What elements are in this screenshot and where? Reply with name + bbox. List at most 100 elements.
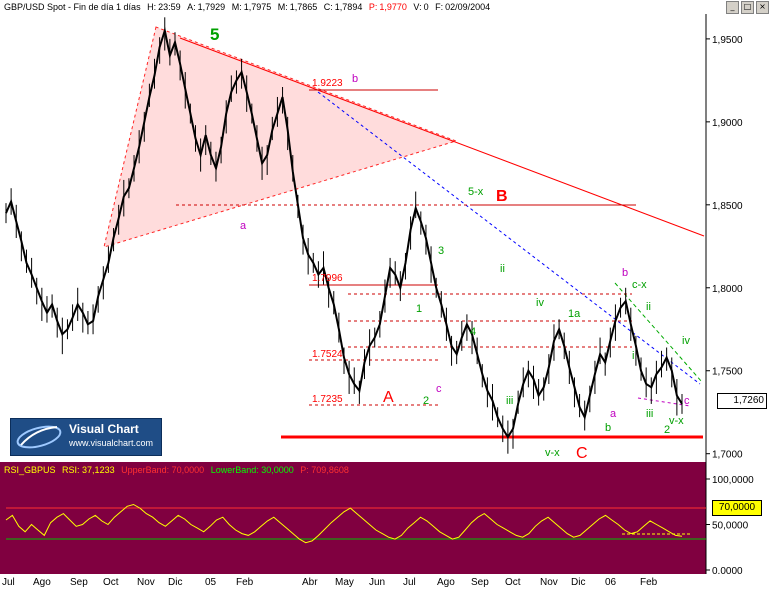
wave-label: v-x <box>545 447 560 459</box>
rsi-tick-label: 50,0000 <box>712 521 749 532</box>
x-tick-label: Jul <box>2 577 15 588</box>
logo-url: www.visualchart.com <box>69 438 154 448</box>
wave-label: a <box>610 408 617 420</box>
price-bars <box>5 17 683 454</box>
rsi-tick-label: 100,0000 <box>712 475 754 486</box>
wave-label: 1.9223 <box>312 78 343 89</box>
x-tick-label: Abr <box>302 577 318 588</box>
wave-label: 2 <box>423 395 429 407</box>
x-tick-label: Dic <box>571 577 586 588</box>
wave-label: a <box>240 220 247 232</box>
x-tick-label: Ago <box>437 577 455 588</box>
x-tick-label: Jun <box>369 577 386 588</box>
wave-label: 1a <box>568 308 581 320</box>
wave-label: b <box>605 422 611 434</box>
rsi-tick-label: 0,0000 <box>712 566 743 574</box>
wave-label: A <box>383 389 394 406</box>
wave-label: c <box>436 383 442 395</box>
logo-swoosh-icon <box>16 425 62 449</box>
header-a-label: A: <box>187 2 196 12</box>
wave-label: iv <box>682 335 690 347</box>
wave-label: 4 <box>470 326 476 338</box>
wave-label: v-x <box>669 415 684 427</box>
close-icon[interactable]: × <box>756 1 769 14</box>
rsi-chart[interactable]: 100,0000 50,0000 0,0000 <box>0 462 771 574</box>
rsi-line <box>5 503 683 544</box>
x-tick-label: Oct <box>103 577 119 588</box>
triangle-pattern <box>103 26 458 248</box>
last-price-tag: 1,7260 <box>717 393 767 409</box>
rsi-y-axis: 100,0000 50,0000 0,0000 <box>706 475 754 574</box>
rsi-value: RSI: 37,1233 <box>62 465 115 475</box>
y-tick-label: 1,7500 <box>712 367 743 378</box>
wave-label: 1.7235 <box>312 394 343 405</box>
price-close-line <box>5 26 683 440</box>
wave-label: c-x <box>632 279 647 291</box>
wave-label: c <box>684 395 690 407</box>
wave-label: ii <box>646 301 651 313</box>
y-tick-label: 1,9000 <box>712 118 743 129</box>
x-tick-label: 06 <box>605 577 617 588</box>
rsi-level-tag: 70,0000 <box>712 500 762 516</box>
wave-label: b <box>622 267 628 279</box>
rsi-p: P: 709,8608 <box>300 465 349 475</box>
logo-title: Visual Chart <box>69 422 139 436</box>
wave-label: B <box>496 188 508 205</box>
x-axis: Jul Ago Sep Oct Nov Dic 05 Feb Abr May Jun Jul Ago Se… <box>0 574 771 591</box>
x-tick-label: Ago <box>33 577 51 588</box>
x-tick-label: Feb <box>236 577 254 588</box>
wave-label: 3 <box>438 245 444 257</box>
x-tick-label: Sep <box>70 577 88 588</box>
minimize-icon[interactable]: _ <box>726 1 739 14</box>
header-v-value: 0 <box>423 2 429 12</box>
wave-label: C <box>576 445 588 462</box>
header-mn-label: M: <box>277 2 288 12</box>
y-tick-label: 1,9500 <box>712 35 743 46</box>
y-tick-label: 1,7000 <box>712 450 743 461</box>
green-trendline <box>614 282 703 383</box>
rsi-lower: LowerBand: 30,0000 <box>210 465 294 475</box>
window-controls: _ □ × <box>726 1 769 14</box>
triangle-upper-line <box>179 37 705 237</box>
header-h-label: H: <box>147 2 157 12</box>
x-tick-label: 05 <box>205 577 217 588</box>
wave-label: iv <box>536 297 544 309</box>
y-tick-label: 1,8500 <box>712 201 743 212</box>
blue-trendline <box>317 91 701 385</box>
header-p-value: 1,9770 <box>379 2 407 12</box>
wave-label: 1.7524 <box>312 349 343 360</box>
header-f-value: 02/09/2004 <box>445 2 491 12</box>
rsi-upper: UpperBand: 70,0000 <box>121 465 205 475</box>
symbol-label: GBP/USD Spot - Fin de día 1 días <box>4 2 141 12</box>
wave-label: 2 <box>664 424 670 436</box>
x-tick-label: Dic <box>168 577 183 588</box>
wave-label: iii <box>506 395 513 407</box>
x-tick-label: Nov <box>137 577 155 588</box>
price-chart[interactable]: 1,9500 1,9000 1,8500 1,8000 1,7500 1,7000 5 b 1… <box>0 14 771 462</box>
header-a-value: 1,7929 <box>197 2 226 12</box>
wave-label: 5 <box>210 25 219 44</box>
header-m-value: 1,7975 <box>243 2 272 12</box>
header-h-value: 23:59 <box>158 2 181 12</box>
header-v-label: V: <box>413 2 422 12</box>
magenta-trendline <box>637 397 691 407</box>
header-mn-value: 1,7865 <box>289 2 318 12</box>
chart-header: GBP/USD Spot - Fin de día 1 días H: 23:59… <box>0 0 771 14</box>
x-tick-label: Jul <box>403 577 416 588</box>
price-y-axis: 1,9500 1,9000 1,8500 1,8000 1,7500 1,7000 <box>706 35 743 461</box>
visual-chart-logo: Visual Chart www.visualchart.com <box>10 418 162 456</box>
header-f-label: F: <box>435 2 444 12</box>
wave-label: 1.7996 <box>312 273 343 284</box>
y-tick-label: 1,8000 <box>712 284 743 295</box>
wave-label: iii <box>646 408 653 420</box>
wave-label: 1 <box>416 303 422 315</box>
header-m-label: M: <box>231 2 242 12</box>
restore-icon[interactable]: □ <box>741 1 754 14</box>
wave-label: 5-x <box>468 186 484 198</box>
wave-label: ii <box>500 263 505 275</box>
x-tick-label: Feb <box>640 577 658 588</box>
x-tick-label: Nov <box>540 577 558 588</box>
header-c-value: 1,7894 <box>334 2 363 12</box>
wave-label: i <box>632 350 634 362</box>
x-tick-label: May <box>335 577 354 588</box>
